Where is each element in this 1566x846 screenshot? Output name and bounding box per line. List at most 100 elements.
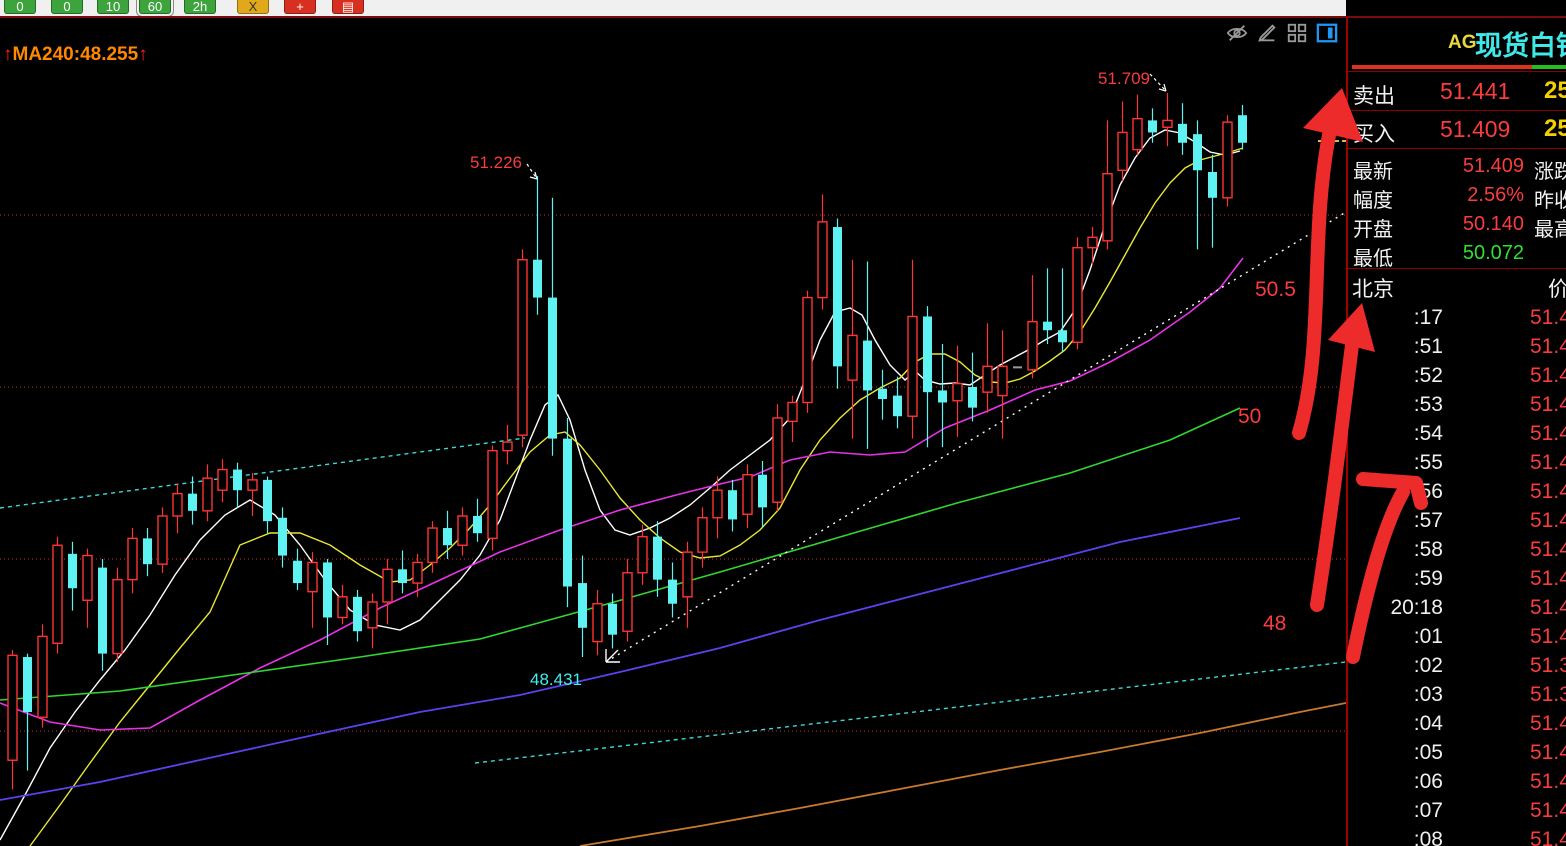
candle-body [1222,121,1233,199]
candle-body [112,578,123,655]
ma-yellow [29,147,1244,846]
candle-body [473,516,482,534]
candle-body [487,449,498,540]
channel-cyan-lower [474,661,1346,764]
candle-body [68,553,77,589]
candle-body [533,259,542,298]
candle-body [997,365,1008,397]
candle-body [1117,131,1128,171]
toolbar-button-0[interactable]: 0 [4,0,36,14]
stat-row: 最新 51.409 涨跌 [1348,151,1566,183]
tick-row: :52 51.4 [1348,361,1566,390]
tick-time: :02 [1413,654,1443,677]
buy-quote-row[interactable]: 买入 51.409 25 [1348,110,1566,149]
candle-body [772,417,783,503]
candle-body [323,562,332,618]
candle-body [728,490,737,520]
toolbar-button-10[interactable]: 10 [97,0,129,14]
candle-body [712,489,723,519]
candle-body [548,297,557,439]
chart-toolbar-icons [1226,22,1338,44]
tick-time: :59 [1413,567,1443,590]
annotation-pointer [1149,73,1167,92]
tick-time: :06 [1413,770,1443,793]
quote-stats: 最新 51.409 涨跌幅度 2.56% 昨收开盘 50.140 最高最低 50.072 [1348,151,1566,270]
tick-price: 51.4 [1530,422,1566,445]
chart-area[interactable]: 51.709 51.226 48.431 50.5 50 48 ↑MA240:48.255… [0,18,1346,846]
candle-body [443,528,452,546]
toolbar-button-+[interactable]: + [284,0,316,14]
candle-body [563,438,572,587]
ma-white [0,129,1241,841]
stat-row: 幅度 2.56% 昨收 [1348,180,1566,212]
candle-body [787,401,798,423]
annotation-pointer-head [1158,83,1167,92]
divider [1348,268,1566,269]
stat-right-label: 涨跌 [1534,161,1566,183]
tick-list-header-time: 北京 [1352,278,1394,301]
toolbar-button-60[interactable]: 60 [136,0,174,16]
grid-layout-icon[interactable] [1286,22,1308,44]
toolbar-button-X[interactable]: X [237,0,269,14]
tick-time: :57 [1413,509,1443,532]
instrument-name: 现货白银 [1475,31,1566,61]
tick-price: 51.4 [1530,335,1566,358]
candle-body [1148,120,1157,133]
candle-body [923,316,932,393]
up-arrow-icon: ↑ [138,44,148,65]
tick-price: 51.4 [1530,567,1566,590]
tick-time: :52 [1413,364,1443,387]
candle-body [188,493,197,511]
chart-annotation-pivot-label: 48.431 [530,670,582,689]
candle-body [578,583,587,628]
candle-body [143,538,152,565]
tick-price: 51.4 [1530,509,1566,532]
panel-layout-icon[interactable] [1316,22,1338,44]
tick-time: :53 [1413,393,1443,416]
tick-time: :58 [1413,538,1443,561]
annotation-pointer [526,163,538,180]
candle-body [1208,172,1217,198]
tick-price: 51.4 [1530,306,1566,329]
candle-body [802,296,813,404]
candle-body [1132,117,1143,151]
draw-pencil-icon[interactable] [1256,22,1278,44]
tick-price: 51.3 [1530,683,1566,706]
candle-body [742,474,753,515]
candle-body [457,515,468,546]
candlestick-chart[interactable]: 51.709 51.226 48.431 50.5 50 48 [0,18,1346,846]
candle-body [1013,366,1022,369]
candle-body [1072,246,1083,343]
tick-time: :51 [1413,335,1443,358]
candle-body [367,601,378,629]
sell-quote-row[interactable]: 卖出 51.441 25 [1348,71,1566,111]
stat-right-label: 最高 [1534,219,1566,241]
tick-list[interactable]: :17 51.4:51 51.4:52 51.4:53 51.4:54 51.4:55 51… [1348,303,1566,846]
tick-price: 51.4 [1530,799,1566,822]
candle-body [833,227,842,367]
tick-row: :08 51.4 [1348,825,1566,846]
tick-time: :03 [1413,683,1443,706]
stat-row: 最低 50.072 [1348,238,1566,270]
candle-body [878,388,887,400]
candle-body [398,569,407,584]
candle-body [952,382,963,402]
ma-magenta [0,257,1244,731]
tick-row: :04 51.4 [1348,709,1566,738]
tick-row: :03 51.3 [1348,680,1566,709]
tick-price: 51.4 [1530,741,1566,764]
candle-body [847,334,858,381]
toolbar-button-2h[interactable]: 2h [184,0,216,14]
toolbar-button-▤[interactable]: ▤ [332,0,364,14]
stat-label: 最新 [1353,161,1393,183]
toolbar-button-0[interactable]: 0 [51,0,83,14]
tick-price: 51.4 [1530,480,1566,503]
toolbar: 0 0 10 60 2h X + ▤ [0,0,1346,16]
candle-body [217,468,228,491]
tick-row: :58 51.4 [1348,535,1566,564]
hide-drawings-eye-icon[interactable] [1226,22,1248,44]
candle-body [127,537,138,581]
candle-body [307,561,318,593]
stat-right-label: 昨收 [1534,190,1566,212]
channel-cyan-upper [0,437,526,509]
